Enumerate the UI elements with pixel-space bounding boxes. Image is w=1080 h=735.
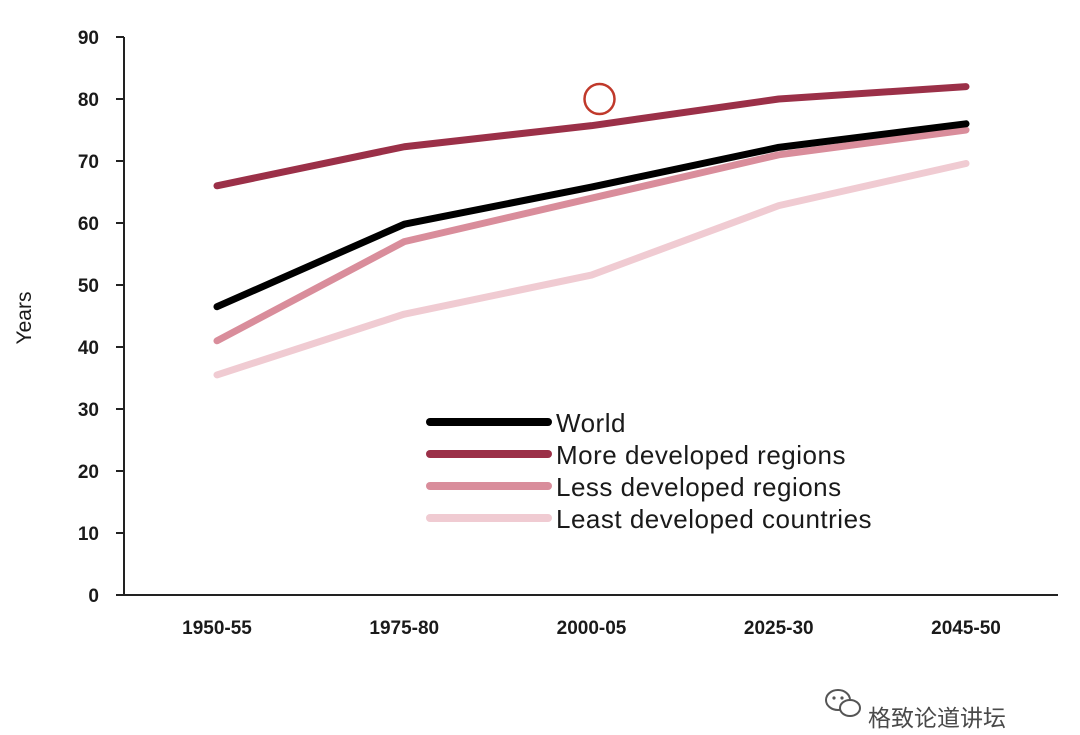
chart-ticks: 0 10 20 30 40 50 60 70 80 90 1950-55 1975-80 2000-05… [78, 28, 1001, 639]
x-tick-label: 1975-80 [369, 618, 439, 639]
series-line-less-developed-regions [213, 126, 970, 345]
legend-label: Least developed countries [556, 504, 872, 534]
x-tick-label: 2025-30 [744, 618, 814, 639]
legend-label: Less developed regions [556, 472, 842, 502]
x-tick-label: 2045-50 [931, 618, 1001, 639]
chart-annotations [583, 82, 616, 116]
x-tick-label: 2000-05 [557, 618, 627, 639]
series-line-more-developed-regions [213, 83, 970, 190]
x-tick-label: 1950-55 [182, 618, 252, 639]
y-tick-label: 40 [78, 338, 99, 359]
y-tick-label: 20 [78, 462, 99, 483]
y-tick-label: 60 [78, 214, 99, 235]
y-tick-label: 50 [78, 276, 99, 297]
chart-series [213, 83, 970, 379]
y-tick-label: 10 [78, 524, 99, 545]
annotation-circle-marker [583, 82, 616, 116]
y-tick-label: 80 [78, 90, 99, 111]
wechat-icon [825, 689, 861, 717]
y-axis-label: Years [13, 292, 36, 345]
series-line-least-developed-countries [213, 159, 970, 379]
y-tick-label: 0 [88, 586, 99, 607]
y-tick-label: 30 [78, 400, 99, 421]
chart-axes [123, 37, 1058, 596]
y-tick-label: 90 [78, 28, 99, 49]
series-line-world [213, 120, 970, 311]
watermark: 格致论道讲坛 [825, 689, 1006, 731]
legend-label: More developed regions [556, 440, 846, 470]
watermark-text: 格致论道讲坛 [868, 705, 1006, 731]
legend-label: World [556, 408, 626, 438]
y-tick-label: 70 [78, 152, 99, 173]
